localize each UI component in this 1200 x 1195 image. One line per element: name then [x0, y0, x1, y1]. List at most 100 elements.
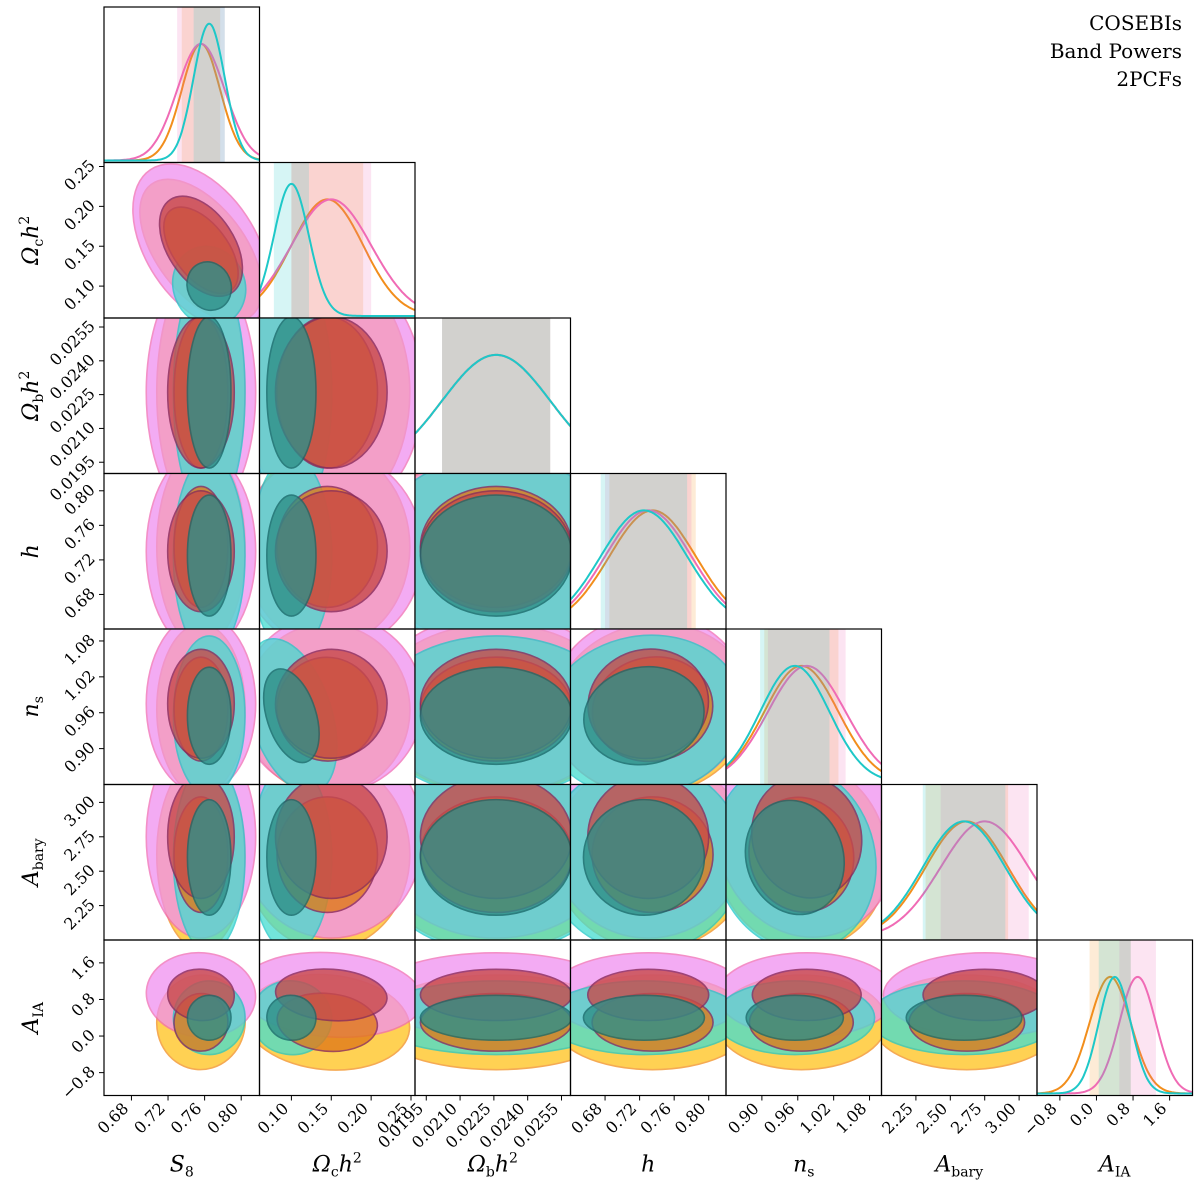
ytick-omch2: 0.15 — [60, 236, 99, 275]
xtick-S8: 0.68 — [94, 1099, 133, 1138]
marginal-Abary-0 — [881, 820, 1037, 926]
marginal-omch2-1 — [259, 198, 415, 304]
marginal-Abary-1 — [881, 820, 1037, 932]
contour68-h-Abary-2 — [582, 798, 706, 917]
xtick-omch2: 0.15 — [293, 1099, 332, 1138]
contour68-S8-AIA-2 — [186, 994, 232, 1041]
ytick-AIA: −0.8 — [58, 1062, 99, 1103]
ylabel-omch2: Ωch2 — [17, 216, 47, 266]
ytick-h: 0.68 — [60, 584, 99, 623]
band-AIA-1 — [1119, 940, 1156, 1096]
band-S8-1 — [177, 7, 225, 163]
xtick-AIA: 0.0 — [1066, 1099, 1097, 1130]
ytick-omch2: 0.10 — [60, 275, 99, 314]
contour68-ombh2-h-2 — [419, 494, 571, 617]
contour68-h-AIA-2 — [582, 994, 706, 1041]
marginal-AIA-2 — [1037, 975, 1193, 1095]
ytick-Abary: 2.75 — [60, 826, 99, 865]
xtick-S8: 0.80 — [203, 1099, 242, 1138]
ytick-ns: 1.02 — [60, 666, 99, 705]
xtick-ns: 1.02 — [796, 1099, 835, 1138]
contour68-omch2-AIA-2 — [266, 994, 317, 1042]
xtick-omch2: 0.20 — [333, 1099, 372, 1138]
xlabel-S8: S8 — [170, 1153, 194, 1181]
panel-ns-ns — [725, 628, 883, 786]
xtick-omch2: 0.10 — [254, 1099, 293, 1138]
ylabel-ns: ns — [19, 696, 47, 717]
panel-ombh2-AIA — [414, 939, 572, 1097]
band-S8-2 — [193, 7, 225, 163]
ytick-h: 0.76 — [60, 515, 99, 554]
ytick-Abary: 2.25 — [60, 895, 99, 934]
panel-Abary-Abary — [880, 783, 1038, 941]
contour68-S8-ns-2 — [186, 666, 232, 766]
panel-S8-ombh2 — [103, 317, 261, 475]
xlabel-omch2: Ωch2 — [312, 1151, 362, 1181]
legend: COSEBIs Band Powers 2PCFs — [1050, 11, 1182, 91]
marginal-AIA-0 — [1037, 975, 1193, 1095]
panel-ombh2-ombh2 — [414, 317, 572, 475]
band-omch2-2 — [273, 162, 309, 318]
xlabel-AIA: AIA — [1097, 1153, 1131, 1181]
marginal-S8-1 — [104, 42, 260, 162]
contour68-ombh2-ns-2 — [419, 666, 571, 766]
contour68-h-ns-2 — [583, 665, 705, 766]
ytick-omch2: 0.25 — [60, 156, 99, 195]
ytick-AIA: 0.8 — [67, 989, 98, 1020]
xlabel-h: h — [641, 1153, 655, 1178]
band-omch2-1 — [291, 162, 372, 318]
panel-omch2-ns — [258, 628, 416, 786]
band-Abary-0 — [925, 784, 1009, 940]
contour68-omch2-ns-2 — [262, 668, 320, 764]
panel-h-AIA — [569, 939, 727, 1097]
xtick-h: 0.76 — [636, 1099, 675, 1138]
xtick-Abary: 3.00 — [981, 1099, 1020, 1138]
band-ombh2-1 — [442, 318, 551, 474]
xtick-Abary: 2.50 — [913, 1099, 952, 1138]
panel-S8-AIA — [103, 939, 261, 1097]
contour68-S8-ombh2-2 — [186, 318, 232, 469]
marginal-S8-2 — [104, 22, 260, 162]
legend-entry-cosebis: COSEBIs — [1089, 11, 1182, 35]
band-h-0 — [609, 473, 696, 629]
contour68-Abary-AIA-2 — [905, 994, 1023, 1041]
panel-S8-omch2 — [103, 161, 261, 319]
band-ns-2 — [760, 629, 830, 785]
panel-h-h — [569, 472, 727, 630]
marginal-ns-2 — [726, 664, 882, 779]
panel-omch2-omch2 — [258, 161, 416, 319]
band-Abary-1 — [940, 784, 1029, 940]
xtick-ns: 1.08 — [832, 1099, 871, 1138]
ytick-Abary: 3.00 — [60, 792, 99, 831]
ytick-ns: 1.08 — [60, 630, 99, 669]
legend-entry-2pcfs: 2PCFs — [1116, 67, 1182, 91]
panel-S8-h — [103, 472, 261, 630]
panel-omch2-ombh2 — [258, 317, 416, 475]
panel-ombh2-Abary — [414, 783, 572, 941]
ytick-omch2: 0.20 — [60, 196, 99, 235]
xtick-ns: 0.96 — [760, 1099, 799, 1138]
contour68-S8-Abary-2 — [186, 798, 232, 917]
contour68-ombh2-AIA-2 — [419, 994, 571, 1041]
xlabel-ombh2: Ωbh2 — [467, 1151, 518, 1181]
band-Abary-2 — [922, 784, 1006, 940]
ylabel-h: h — [19, 544, 44, 558]
band-h-2 — [600, 473, 688, 629]
ylabel-Abary: Abary — [19, 838, 47, 888]
panel-h-ns — [569, 628, 727, 786]
band-ns-1 — [767, 629, 846, 785]
band-omch2-0 — [291, 162, 364, 318]
ytick-ns: 0.96 — [60, 702, 99, 741]
panel-omch2-AIA — [258, 939, 416, 1097]
contour68-S8-omch2-2 — [186, 261, 233, 312]
band-S8-0 — [181, 7, 221, 163]
panel-Abary-AIA — [880, 939, 1038, 1097]
panel-S8-ns — [103, 628, 261, 786]
contour68-ns-AIA-2 — [745, 994, 845, 1041]
contour68-S8-h-2 — [186, 494, 232, 617]
ytick-ns: 0.90 — [60, 738, 99, 777]
band-h-1 — [605, 473, 692, 629]
ytick-h: 0.72 — [60, 549, 99, 588]
ylabel-ombh2: Ωbh2 — [17, 371, 47, 422]
